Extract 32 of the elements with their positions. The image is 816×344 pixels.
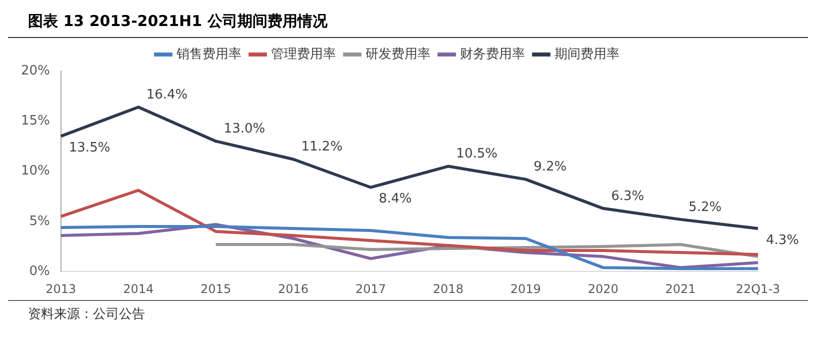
data-label: 9.2% (534, 160, 567, 175)
data-label: 10.5% (456, 146, 498, 162)
x-tick-label: 2021 (665, 282, 696, 296)
x-tick-label: 2017 (355, 282, 386, 296)
legend-label: 销售费用率 (175, 46, 242, 62)
y-tick-label: 15% (20, 114, 50, 129)
data-label: 13.0% (224, 122, 266, 137)
y-tick-label: 10% (20, 164, 50, 179)
x-tick-label: 2020 (588, 282, 618, 296)
x-tick-label: 2018 (432, 282, 464, 296)
data-label: 8.4% (378, 192, 412, 207)
data-label: 13.5% (68, 140, 110, 156)
chart-title: 图表 13 2013-2021H1 公司期间费用情况 (8, 8, 808, 38)
data-label: 16.4% (146, 87, 188, 102)
x-tick-label: 2015 (200, 282, 232, 296)
data-label: 4.3% (766, 232, 800, 248)
x-tick-label: 2016 (278, 282, 309, 296)
legend-label: 管理费用率 (270, 46, 336, 62)
legend-label: 期间费用率 (554, 46, 620, 62)
data-label: 6.3% (611, 188, 644, 204)
x-tick-label: 2019 (510, 282, 541, 296)
y-tick-label: 20% (20, 63, 50, 78)
data-label: 11.2% (301, 140, 343, 155)
x-tick-label: 22Q1-3 (736, 282, 780, 296)
y-tick-label: 5% (29, 214, 50, 229)
x-tick-label: 2013 (46, 282, 76, 296)
x-tick-label: 2014 (123, 282, 154, 296)
legend-label: 研发费用率 (365, 46, 430, 62)
text: 资料来源：公司公告 (28, 307, 145, 322)
y-tick-label: 0% (29, 264, 50, 279)
legend-label: 财务费用率 (460, 46, 525, 62)
data-label: 5.2% (688, 200, 722, 215)
